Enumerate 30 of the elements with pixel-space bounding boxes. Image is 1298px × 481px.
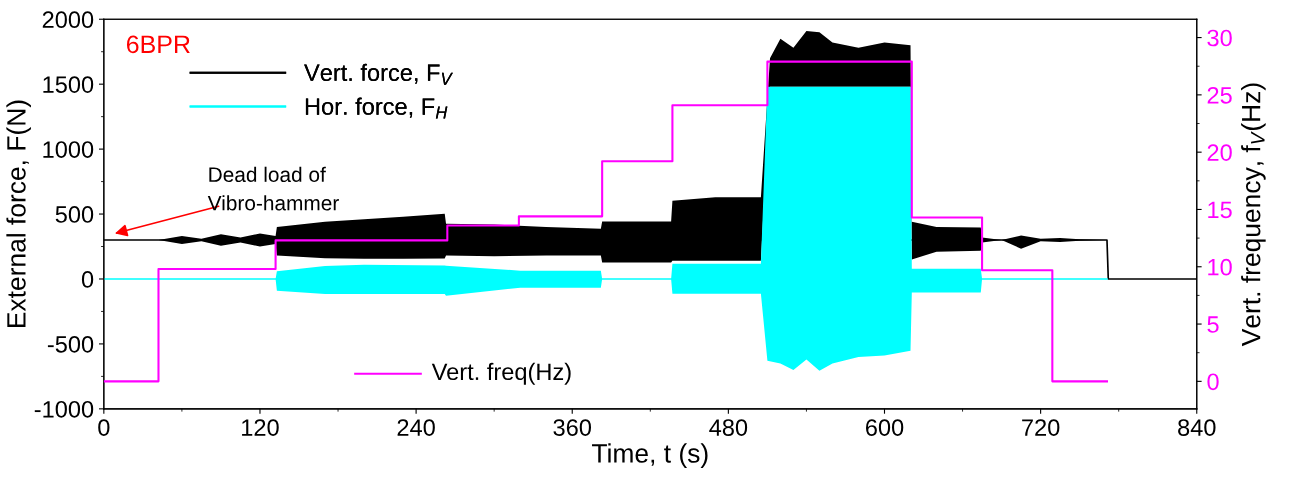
y2-tick-label: 20: [1207, 144, 1232, 161]
x-tick-label: 720: [1022, 419, 1060, 436]
y2-tick-label: 10: [1208, 258, 1232, 276]
y-tick-label: -500: [47, 335, 94, 353]
y2-tick-label: 25: [1207, 86, 1232, 104]
x-tick-label: 480: [709, 419, 748, 436]
y2-tick-label: 0: [1207, 373, 1219, 391]
y-tick-label: 1500: [43, 76, 94, 93]
x-tick-label: 840: [1178, 419, 1216, 436]
y2-tick-label: 15: [1208, 201, 1232, 219]
x-tick-label: 0: [98, 419, 110, 436]
y-tick-label: 0: [81, 271, 94, 288]
y-tick-label: 1000: [43, 141, 94, 158]
x-axis-title: Time, t (s): [592, 443, 708, 468]
legend-label: Vert. freq(Hz): [431, 362, 571, 385]
y-axis-title: External force, F(N): [6, 100, 31, 327]
x-tick-label: 360: [553, 419, 592, 436]
y2-tick-label: 30: [1207, 29, 1232, 47]
y-tick-label: -1000: [34, 400, 94, 418]
y-tick-label: 500: [55, 206, 94, 223]
y-tick-label: 2000: [42, 11, 94, 29]
y2-axis-title: Vert. frequency, f$_{V}$(Hz): [1241, 83, 1266, 347]
annotation: 6BPR: [126, 35, 190, 54]
x-tick-label: 600: [866, 419, 904, 436]
x-tick-label: 120: [242, 419, 279, 436]
annotation: Dead load of Vibro-hammer: [207, 166, 339, 211]
legend-label: Vert. force, F$_{V}$: [304, 63, 453, 85]
y2-tick-label: 5: [1207, 316, 1219, 333]
legend-label: Hor. force, F$_{H}$: [305, 97, 448, 119]
x-tick-label: 240: [397, 419, 435, 436]
